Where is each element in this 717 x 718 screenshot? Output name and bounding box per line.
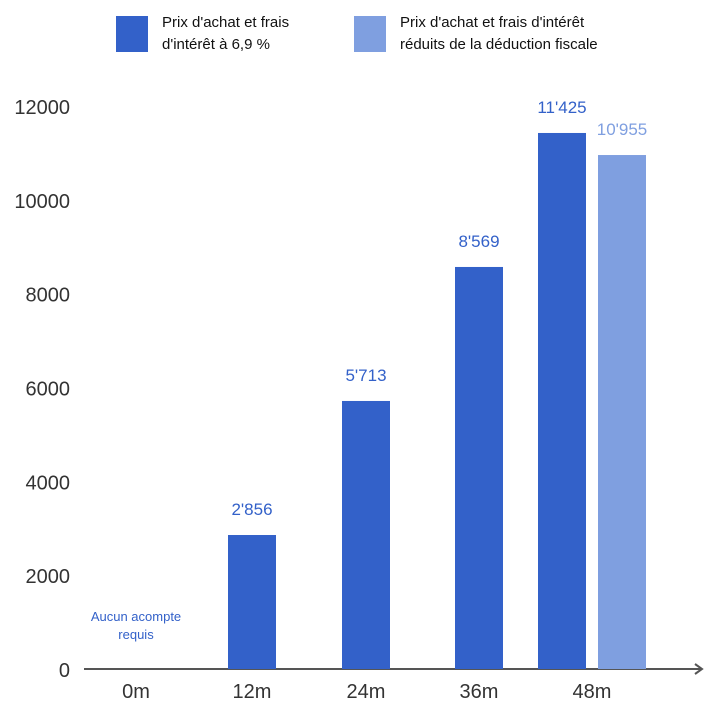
y-tick-label-6000: 6000 <box>26 379 71 401</box>
y-tick-label-8000: 8000 <box>26 285 71 307</box>
legend-swatch-series-1 <box>116 16 148 52</box>
data-label-series-1-36m: 8'569 <box>458 232 499 251</box>
legend-item-series-2: Prix d'achat et frais d'intérêt réduits … <box>354 0 598 56</box>
bar-series-1-36m <box>455 266 503 669</box>
annotation-0m: Aucun acompte requis <box>91 609 181 642</box>
legend-label-series-2: Prix d'achat et frais d'intérêt réduits … <box>400 14 598 53</box>
legend-label-series-1: Prix d'achat et frais d'intérêt à 6,9 % <box>162 14 290 53</box>
bar-series-2-48m <box>598 155 646 669</box>
bar-series-1-48m <box>538 132 586 670</box>
annotation-line-2: requis <box>118 627 154 642</box>
x-tick-label-12m: 12m <box>233 681 272 703</box>
y-tick-label-10000: 10000 <box>14 191 70 213</box>
y-tick-label-2000: 2000 <box>26 566 71 588</box>
annotation-line-1: Aucun acompte <box>91 609 181 624</box>
data-label-series-1-12m: 2'856 <box>231 500 272 519</box>
y-tick-label-4000: 4000 <box>26 472 71 494</box>
data-label-series-1-24m: 5'713 <box>345 366 386 385</box>
x-tick-label-0m: 0m <box>122 681 150 703</box>
x-tick-label-48m: 48m <box>573 681 612 703</box>
legend-item-series-1: Prix d'achat et frais d'intérêt à 6,9 % <box>116 0 289 56</box>
bar-series-1-12m <box>228 535 276 669</box>
x-axis-arrow-icon <box>694 663 704 675</box>
data-label-series-1-48m: 11'425 <box>537 98 586 117</box>
bar-series-1-24m <box>342 400 390 669</box>
x-tick-label-24m: 24m <box>347 681 386 703</box>
y-tick-label-12000: 12000 <box>14 97 70 119</box>
x-tick-label-36m: 36m <box>460 681 499 703</box>
data-label-series-2-48m: 10'955 <box>597 120 648 139</box>
legend-swatch-series-2 <box>354 16 386 52</box>
y-tick-label-0: 0 <box>59 660 70 682</box>
